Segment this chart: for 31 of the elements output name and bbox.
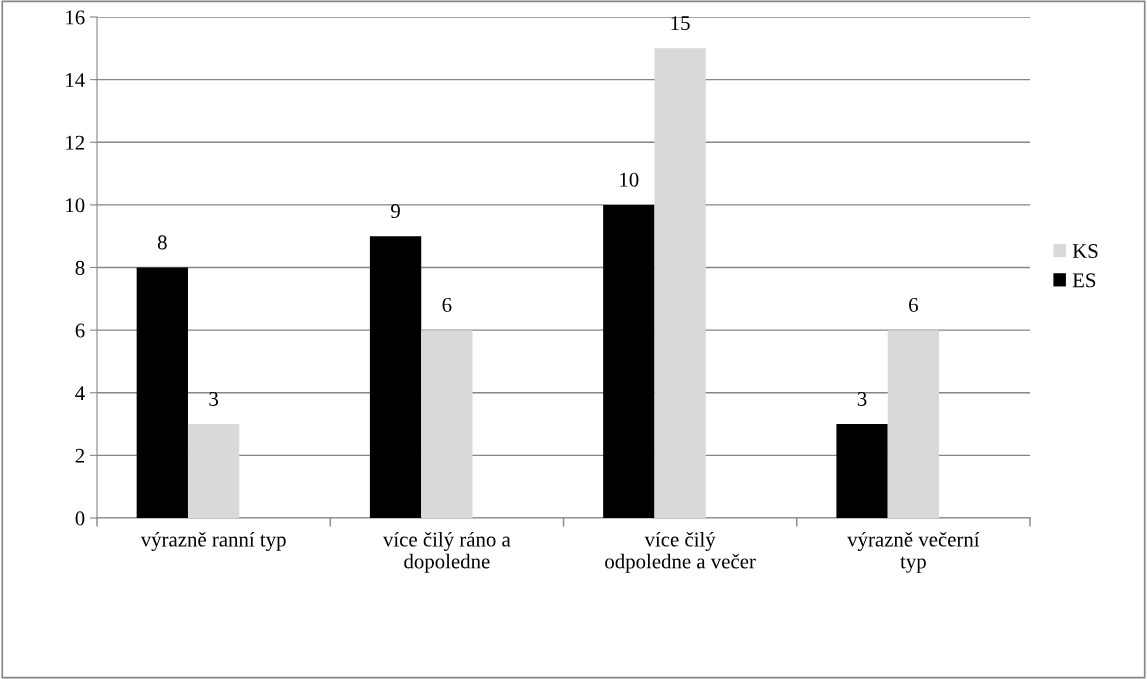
legend-label: KS (1072, 244, 1098, 259)
data-label: 9 (391, 204, 400, 219)
bar (654, 48, 706, 518)
y-tick-label: 0 (75, 511, 85, 526)
bar (136, 267, 188, 518)
x-tick-label: výrazně ranní typ (140, 531, 286, 551)
y-tick-label: 12 (66, 135, 85, 150)
data-label: 10 (620, 172, 639, 187)
data-label: 3 (209, 391, 219, 406)
y-tick-label: 6 (75, 323, 85, 338)
y-tick-label: 8 (75, 260, 85, 275)
data-label: 6 (909, 298, 918, 312)
bar (887, 330, 940, 518)
bar (421, 330, 473, 518)
y-tick-label: 16 (66, 10, 85, 25)
y-tick-label: 4 (75, 386, 85, 400)
data-label: 6 (442, 298, 452, 312)
y-tick-label: 14 (66, 73, 85, 87)
data-label: 15 (671, 16, 690, 31)
y-tick-label: 10 (66, 198, 85, 213)
data-label: 3 (857, 391, 867, 406)
x-tick-label: více čilý ráno a dopoledne (382, 531, 511, 573)
bar (187, 424, 240, 518)
legend-label: ES (1072, 273, 1096, 288)
x-tick-label: výrazně večerní typ (847, 531, 980, 573)
data-label: 8 (157, 235, 167, 250)
y-tick-label: 2 (75, 448, 85, 463)
bar (603, 204, 655, 518)
x-tick-label: více čilý odpoledne a večer (605, 531, 756, 573)
bar (836, 424, 888, 518)
bar (369, 236, 422, 518)
